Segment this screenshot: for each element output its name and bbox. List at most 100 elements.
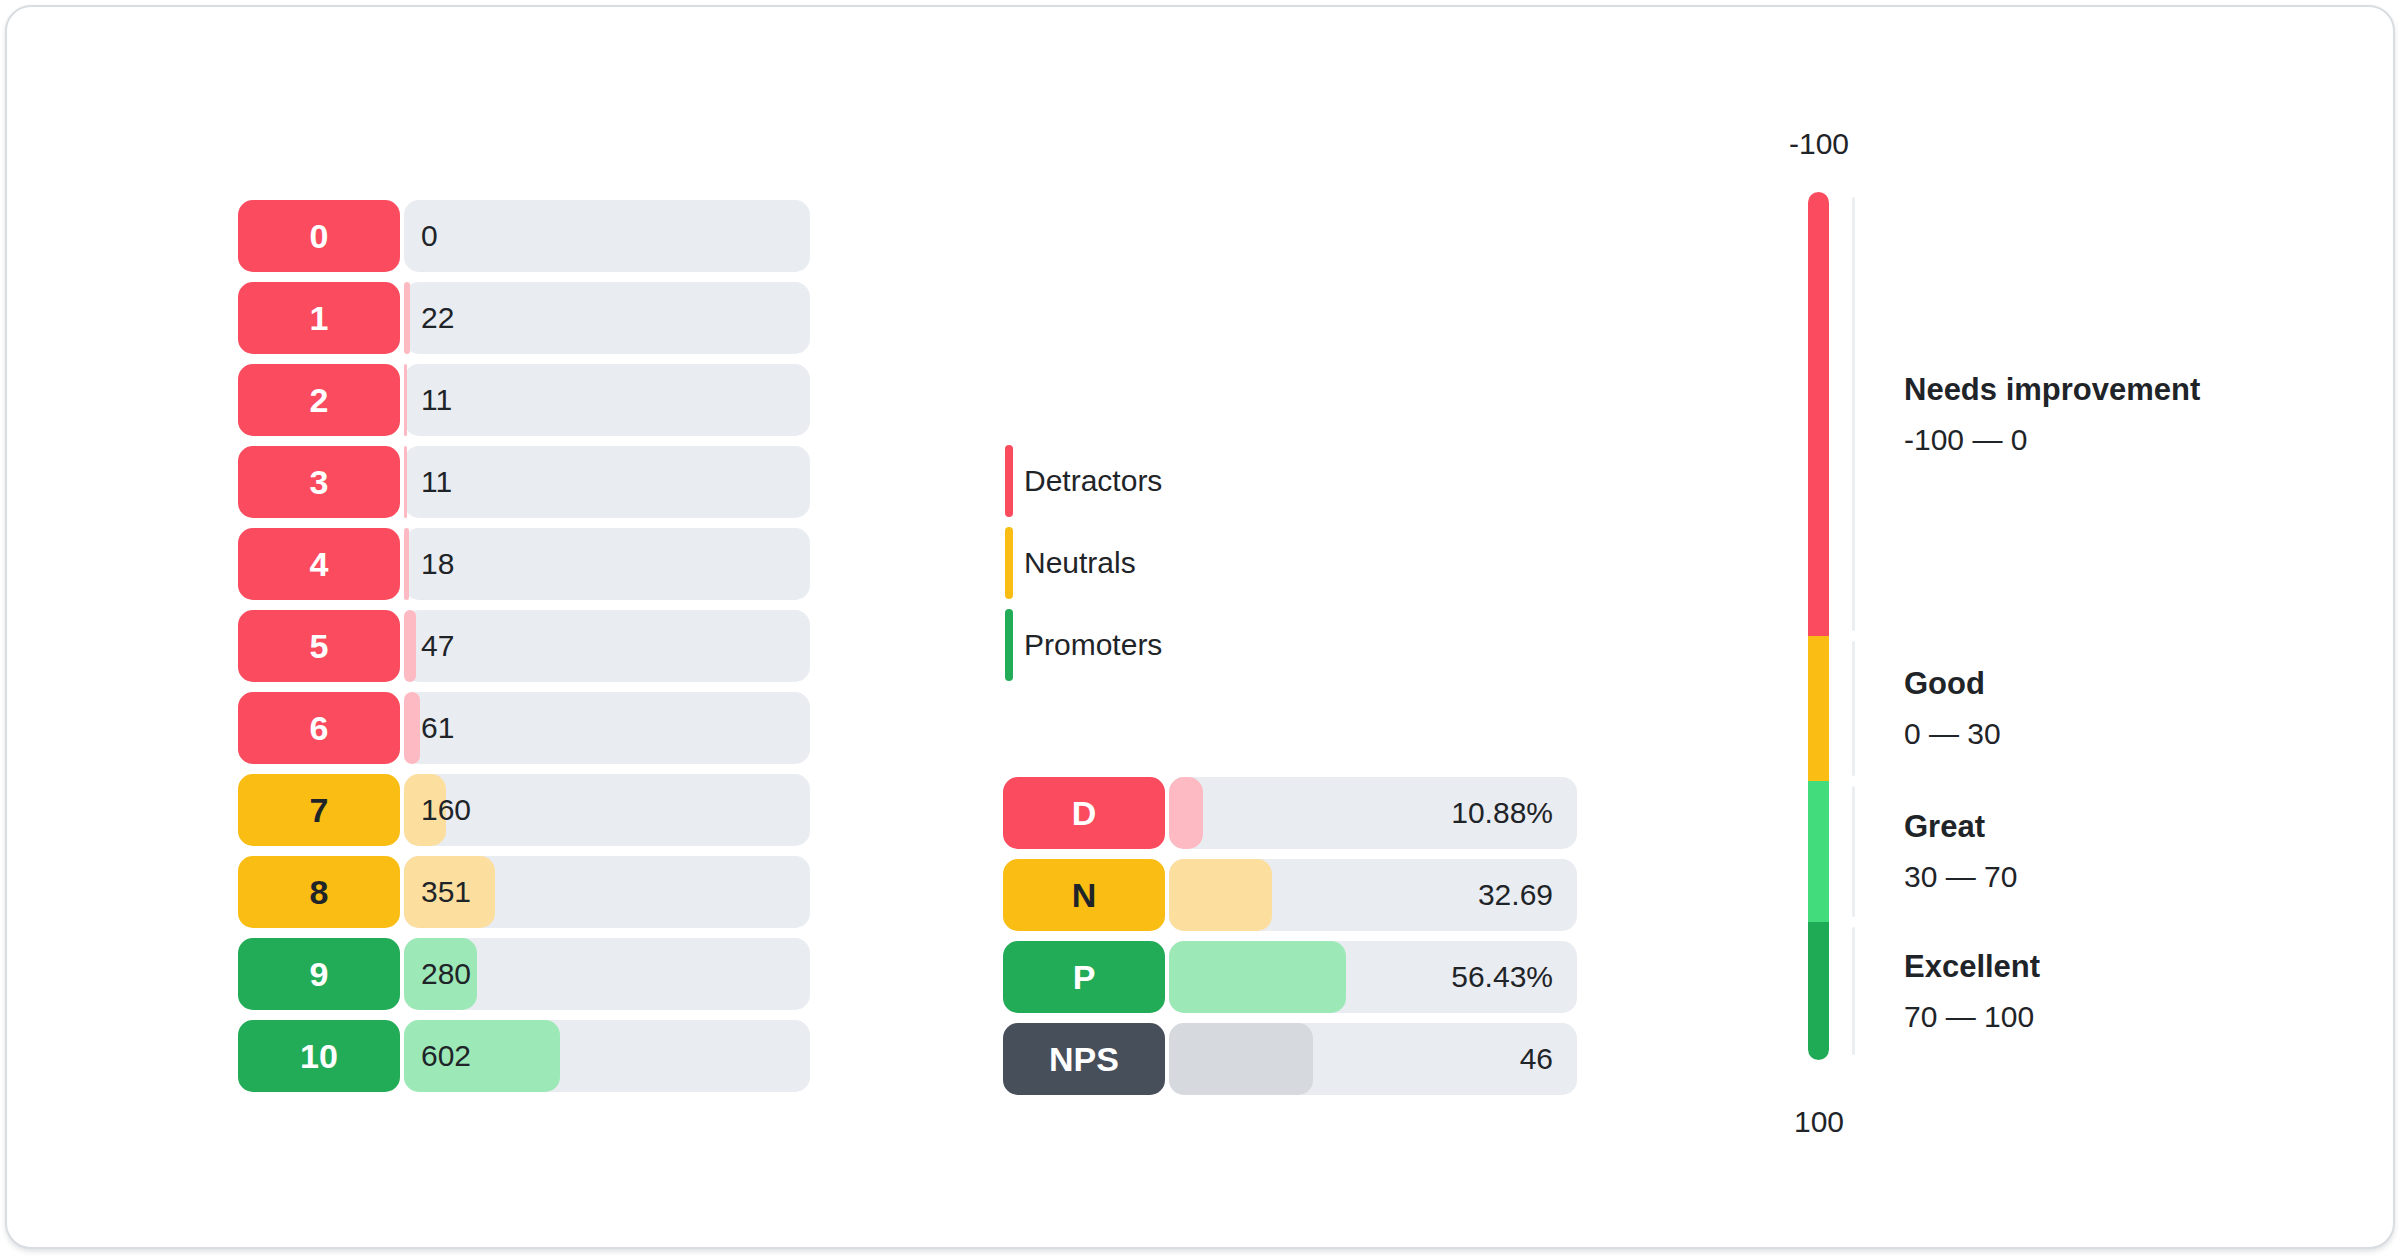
legend-item-promoters[interactable]: Promoters (1005, 609, 1162, 681)
gauge-bar (1808, 192, 1829, 1060)
gauge-segment-great (1808, 781, 1829, 922)
legend-label: Neutrals (1024, 546, 1136, 580)
gauge-tick-needs-improvement (1852, 197, 1855, 631)
score-bar[interactable]: 11 (404, 364, 810, 436)
legend-item-neutrals[interactable]: Neutrals (1005, 527, 1136, 599)
score-bar[interactable]: 11 (404, 446, 810, 518)
gauge-label-good: Good 0 — 30 (1904, 666, 2001, 751)
score-label-3: 3 (238, 446, 400, 518)
summary-bar-fill (1169, 777, 1203, 849)
summary-value: 46 (1520, 1023, 1553, 1095)
score-label-text: 8 (310, 873, 329, 912)
score-row-9: 9 280 (238, 938, 810, 1010)
legend-label: Detractors (1024, 464, 1162, 498)
gauge-section-range: 30 — 70 (1904, 860, 2017, 894)
score-distribution-chart: 0 0 1 22 2 11 3 11 4 (238, 200, 810, 1102)
nps-widget-card: 0 0 1 22 2 11 3 11 4 (5, 5, 2395, 1249)
score-row-10: 10 602 (238, 1020, 810, 1092)
score-label-text: 9 (310, 955, 329, 994)
score-row-1: 1 22 (238, 282, 810, 354)
gauge-section-range: 0 — 30 (1904, 717, 2001, 751)
gauge-tick-lines (1852, 192, 1855, 1060)
summary-row-d: D 10.88% (1003, 777, 1577, 849)
summary-bar[interactable]: 46 (1169, 1023, 1577, 1095)
summary-value: 56.43% (1451, 941, 1553, 1013)
score-bar[interactable]: 22 (404, 282, 810, 354)
summary-label-text: P (1073, 958, 1096, 997)
score-bar[interactable]: 602 (404, 1020, 810, 1092)
gauge-axis-min-label: 100 (1794, 1105, 1844, 1139)
score-row-0: 0 0 (238, 200, 810, 272)
score-bar-fill (404, 446, 407, 518)
score-label-2: 2 (238, 364, 400, 436)
legend-item-detractors[interactable]: Detractors (1005, 445, 1162, 517)
score-count: 47 (421, 629, 454, 663)
score-row-6: 6 61 (238, 692, 810, 764)
score-label-8: 8 (238, 856, 400, 928)
score-label-text: 10 (300, 1037, 338, 1076)
score-count: 61 (421, 711, 454, 745)
gauge-label-needs-improvement: Needs improvement -100 — 0 (1904, 371, 2200, 456)
summary-value: 32.69 (1478, 859, 1553, 931)
score-bar[interactable]: 160 (404, 774, 810, 846)
score-row-4: 4 18 (238, 528, 810, 600)
score-count: 160 (421, 793, 471, 827)
gauge-section-title: Good (1904, 666, 2001, 702)
score-bar-fill (404, 610, 416, 682)
score-count: 280 (421, 957, 471, 991)
summary-label-text: N (1072, 876, 1097, 915)
score-row-5: 5 47 (238, 610, 810, 682)
chart-legend: Detractors Neutrals Promoters (1005, 445, 1305, 681)
score-label-6: 6 (238, 692, 400, 764)
legend-swatch-detractors (1005, 445, 1013, 517)
summary-bar[interactable]: 56.43% (1169, 941, 1577, 1013)
summary-bar-fill (1169, 1023, 1313, 1095)
gauge-tick-excellent (1852, 927, 1855, 1055)
summary-bar[interactable]: 32.69 (1169, 859, 1577, 931)
nps-gauge: -100 Needs improvement -100 — 0 Good 0 —… (1808, 127, 2368, 1157)
summary-row-p: P 56.43% (1003, 941, 1577, 1013)
legend-swatch-promoters (1005, 609, 1013, 681)
summary-bar[interactable]: 10.88% (1169, 777, 1577, 849)
gauge-section-title: Needs improvement (1904, 371, 2200, 407)
score-label-text: 6 (310, 709, 329, 748)
score-label-text: 0 (310, 217, 329, 256)
summary-label-text: D (1072, 794, 1097, 833)
gauge-section-title: Great (1904, 809, 2017, 845)
legend-swatch-neutrals (1005, 527, 1013, 599)
score-bar[interactable]: 47 (404, 610, 810, 682)
score-label-text: 2 (310, 381, 329, 420)
score-bar-fill (404, 692, 420, 764)
summary-bar-fill (1169, 859, 1272, 931)
gauge-label-great: Great 30 — 70 (1904, 809, 2017, 894)
gauge-section-title: Excellent (1904, 948, 2040, 984)
score-bar[interactable]: 61 (404, 692, 810, 764)
nps-summary-chart: D 10.88% N 32.69 P 56.43% NPS 46 (1003, 777, 1577, 1105)
score-bar-fill (404, 528, 409, 600)
score-label-5: 5 (238, 610, 400, 682)
score-label-text: 3 (310, 463, 329, 502)
score-row-3: 3 11 (238, 446, 810, 518)
score-count: 11 (421, 383, 452, 417)
gauge-section-range: 70 — 100 (1904, 999, 2040, 1033)
score-label-text: 7 (310, 791, 329, 830)
score-label-text: 4 (310, 545, 329, 584)
score-label-9: 9 (238, 938, 400, 1010)
summary-label-text: NPS (1049, 1040, 1119, 1079)
score-bar[interactable]: 351 (404, 856, 810, 928)
summary-label-n: N (1003, 859, 1165, 931)
score-count: 22 (421, 301, 454, 335)
score-label-text: 1 (310, 299, 329, 338)
score-row-2: 2 11 (238, 364, 810, 436)
score-label-0: 0 (238, 200, 400, 272)
score-bar[interactable]: 0 (404, 200, 810, 272)
score-bar-fill (404, 282, 410, 354)
summary-bar-fill (1169, 941, 1346, 1013)
score-bar-fill (404, 364, 407, 436)
score-bar[interactable]: 280 (404, 938, 810, 1010)
score-bar[interactable]: 18 (404, 528, 810, 600)
score-label-4: 4 (238, 528, 400, 600)
gauge-section-range: -100 — 0 (1904, 422, 2200, 456)
legend-label: Promoters (1024, 628, 1162, 662)
score-row-8: 8 351 (238, 856, 810, 928)
